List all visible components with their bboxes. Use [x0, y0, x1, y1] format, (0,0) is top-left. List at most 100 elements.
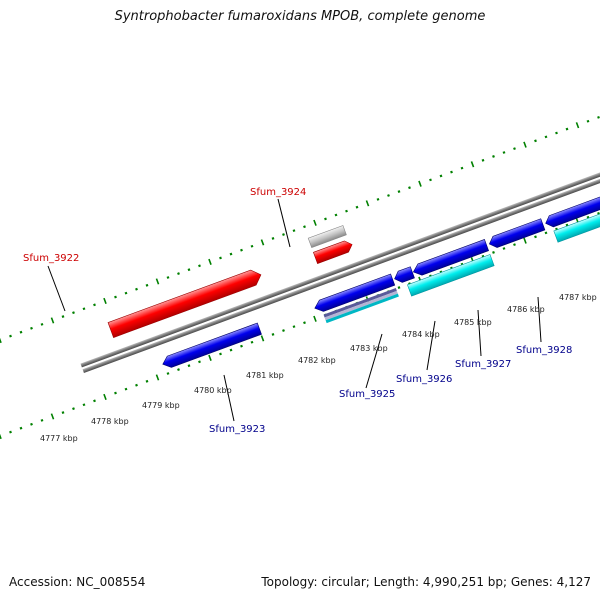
- gene-sfum-3926[interactable]: [411, 239, 490, 277]
- gene-sfum-3925-rna-1[interactable]: [323, 288, 397, 318]
- minor-tick: [597, 115, 600, 119]
- minor-tick: [282, 329, 285, 332]
- minor-tick: [19, 426, 23, 430]
- minor-tick: [502, 247, 506, 250]
- minor-tick: [114, 391, 117, 395]
- gene-sfum-3923[interactable]: [161, 322, 262, 370]
- minor-tick: [135, 383, 138, 387]
- minor-tick: [450, 170, 453, 174]
- minor-tick: [534, 235, 537, 239]
- label-sfum-3927: Sfum_3927: [455, 359, 511, 370]
- upper-tick-ring: [0, 115, 600, 344]
- scale-label: 4782 kbp: [298, 356, 336, 365]
- major-tick: [103, 297, 107, 305]
- minor-tick: [271, 237, 275, 240]
- minor-tick: [187, 364, 191, 368]
- minor-tick: [376, 197, 380, 201]
- minor-tick: [597, 211, 600, 215]
- gene-small-blue[interactable]: [393, 266, 415, 285]
- major-tick: [470, 161, 475, 168]
- callout-sfum-3928: [537, 296, 542, 343]
- label-sfum-3928: Sfum_3928: [516, 345, 572, 356]
- label-sfum-3924: Sfum_3924: [250, 187, 306, 198]
- scale-label: 4787 kbp: [559, 293, 597, 302]
- minor-tick: [492, 251, 495, 254]
- gene-sfum-3924-red[interactable]: [313, 239, 354, 264]
- minor-tick: [40, 418, 44, 422]
- gene-sfum-3925-rna-2[interactable]: [324, 290, 398, 321]
- minor-tick: [324, 217, 327, 221]
- gene-sfum-3924-gray[interactable]: [307, 225, 347, 248]
- minor-tick: [114, 295, 117, 299]
- label-sfum-3923: Sfum_3923: [209, 424, 265, 435]
- scale-label: 4778 kbp: [91, 417, 129, 426]
- major-tick: [523, 141, 527, 148]
- gene-sfum-3925[interactable]: [313, 273, 396, 314]
- minor-tick: [198, 264, 201, 268]
- minor-tick: [124, 387, 128, 391]
- minor-tick: [439, 174, 443, 178]
- gene-next-blue[interactable]: [544, 187, 600, 229]
- major-tick: [50, 317, 55, 324]
- minor-tick: [72, 311, 75, 315]
- major-tick: [155, 278, 160, 285]
- minor-tick: [187, 268, 191, 272]
- minor-tick: [177, 272, 180, 276]
- minor-tick: [544, 135, 548, 139]
- minor-tick: [292, 325, 296, 329]
- scale-label: 4780 kbp: [194, 386, 232, 395]
- minor-tick: [481, 158, 485, 162]
- minor-tick: [166, 372, 170, 375]
- minor-tick: [145, 379, 149, 383]
- major-tick: [50, 413, 55, 420]
- minor-tick: [229, 252, 233, 256]
- callout-sfum-3923: [223, 374, 235, 422]
- gene-sfum-3927[interactable]: [407, 254, 495, 297]
- minor-tick: [492, 155, 495, 158]
- minor-tick: [586, 119, 590, 123]
- minor-tick: [19, 330, 23, 334]
- accession-text: Accession: NC_008554: [9, 575, 146, 589]
- label-sfum-3926: Sfum_3926: [396, 374, 452, 385]
- gene-sfum-3922[interactable]: [107, 267, 264, 338]
- scale-label: 4786 kbp: [507, 305, 545, 314]
- minor-tick: [250, 244, 254, 248]
- minor-tick: [565, 127, 569, 131]
- minor-tick: [345, 209, 348, 213]
- minor-tick: [282, 233, 285, 236]
- minor-tick: [61, 315, 65, 318]
- minor-tick: [397, 286, 401, 289]
- gene-sfum-3928[interactable]: [487, 218, 546, 250]
- minor-tick: [135, 287, 138, 291]
- scale-label: 4781 kbp: [246, 371, 284, 380]
- minor-tick: [240, 248, 243, 252]
- lower-tick-ring: [0, 211, 600, 440]
- major-tick: [313, 219, 317, 226]
- map-title: Syntrophobacter fumaroxidans MPOB, compl…: [114, 9, 486, 24]
- major-tick: [260, 335, 265, 342]
- minor-tick: [9, 430, 12, 434]
- callout-sfum-3925: [365, 333, 383, 389]
- minor-tick: [355, 205, 359, 209]
- minor-tick: [124, 291, 128, 295]
- gene-sfum-3925-rna-3[interactable]: [325, 293, 399, 324]
- major-tick: [575, 122, 580, 129]
- scale-label: 4779 kbp: [142, 401, 180, 410]
- major-tick: [523, 237, 527, 244]
- scale-label: 4783 kbp: [350, 344, 388, 353]
- minor-tick: [240, 344, 243, 348]
- minor-tick: [93, 303, 96, 307]
- major-tick: [365, 200, 370, 207]
- minor-tick: [82, 403, 86, 407]
- minor-tick: [387, 194, 390, 197]
- minor-tick: [177, 368, 180, 372]
- minor-tick: [198, 360, 201, 364]
- gene-next-cyan[interactable]: [553, 202, 600, 243]
- label-sfum-3922: Sfum_3922: [23, 253, 79, 264]
- scale-label: 4785 kbp: [454, 318, 492, 327]
- minor-tick: [72, 407, 75, 411]
- callout-sfum-3924: [277, 198, 291, 248]
- minor-tick: [429, 178, 432, 182]
- major-tick: [208, 354, 212, 361]
